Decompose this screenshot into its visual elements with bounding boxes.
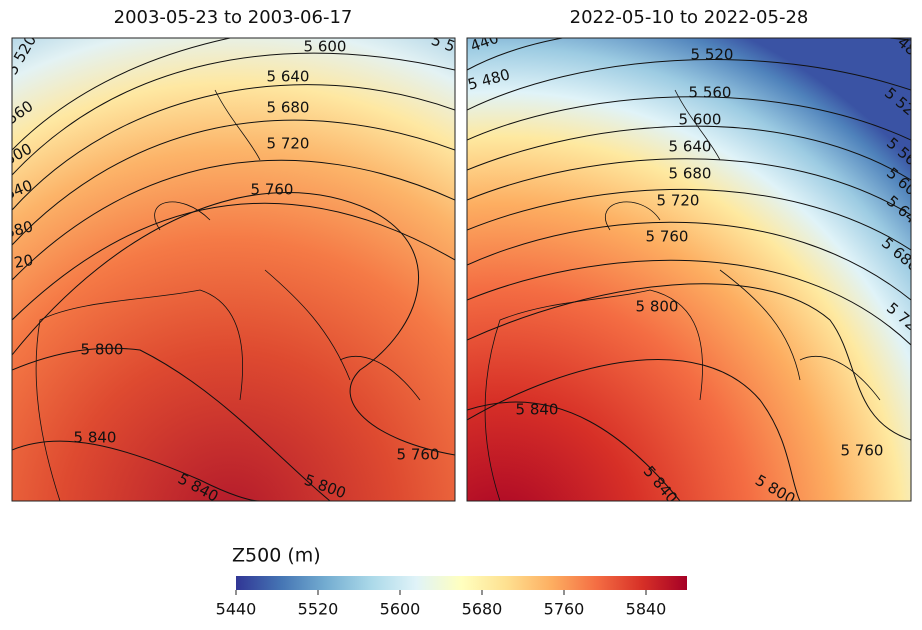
contour-line xyxy=(12,440,261,501)
contour-line xyxy=(467,401,681,501)
contour-line xyxy=(467,221,911,301)
contour-line xyxy=(12,192,455,456)
field xyxy=(12,38,455,501)
contour-line xyxy=(467,59,911,111)
panel-frame xyxy=(466,37,912,502)
contour-line xyxy=(467,188,911,251)
contour-label: 5 640 xyxy=(669,138,712,156)
contour-line xyxy=(467,359,801,501)
colorbar-tick-label: 5760 xyxy=(544,600,585,619)
contour-line xyxy=(12,84,455,211)
contour-label: 5 800 xyxy=(636,298,679,316)
contour-label: 5 520 xyxy=(691,46,734,64)
colorbar-tick-label: 5440 xyxy=(216,600,257,619)
contour-line xyxy=(467,158,911,216)
contour-line xyxy=(12,202,455,321)
panel-title: 2022-05-10 to 2022-05-28 xyxy=(570,7,809,28)
contour-line xyxy=(12,38,234,151)
contour-line xyxy=(12,347,331,501)
colorbar-tick-label: 5520 xyxy=(298,600,339,619)
contour-label: 5 680 xyxy=(267,99,310,117)
contour-line xyxy=(467,38,911,71)
colorbar-tick-label: 5840 xyxy=(626,600,667,619)
contour-label: 5 760 xyxy=(397,446,440,464)
contour-line xyxy=(467,96,911,141)
contour-line xyxy=(467,259,911,346)
coastline xyxy=(35,89,421,501)
panel-frame xyxy=(11,37,456,502)
contour-label: 5 760 xyxy=(646,228,689,246)
colorbar-title: Z500 (m) xyxy=(232,545,321,567)
contour-line xyxy=(467,125,911,181)
colorbar-tick-label: 5600 xyxy=(380,600,421,619)
contour-label: 5 640 xyxy=(267,68,310,86)
field xyxy=(467,38,911,501)
contour-label: 5 600 xyxy=(304,38,347,56)
contour-label: 5 760 xyxy=(841,442,884,460)
contour-label: 5 840 xyxy=(74,429,117,447)
contour-line xyxy=(467,283,911,441)
contour-label: 5 840 xyxy=(516,401,559,419)
contour-label: 5 760 xyxy=(251,181,294,199)
contour-label: 5 600 xyxy=(679,111,722,129)
contour-label: 5 800 xyxy=(81,341,124,359)
contour-line xyxy=(12,119,455,246)
colorbar: 5440 5520 5600 5680 5760 5840 xyxy=(216,576,687,619)
contour-line xyxy=(12,52,455,176)
contour-label: 5 560 xyxy=(689,84,732,102)
contour-line xyxy=(12,159,455,281)
contour-label: 5 720 xyxy=(657,192,700,210)
contour-label: 5 680 xyxy=(669,165,712,183)
contour-label: 5 720 xyxy=(267,135,310,153)
colorbar-tick-label: 5680 xyxy=(462,600,503,619)
colorbar-scale xyxy=(236,576,687,590)
panel-title: 2003-05-23 to 2003-06-17 xyxy=(114,7,353,28)
